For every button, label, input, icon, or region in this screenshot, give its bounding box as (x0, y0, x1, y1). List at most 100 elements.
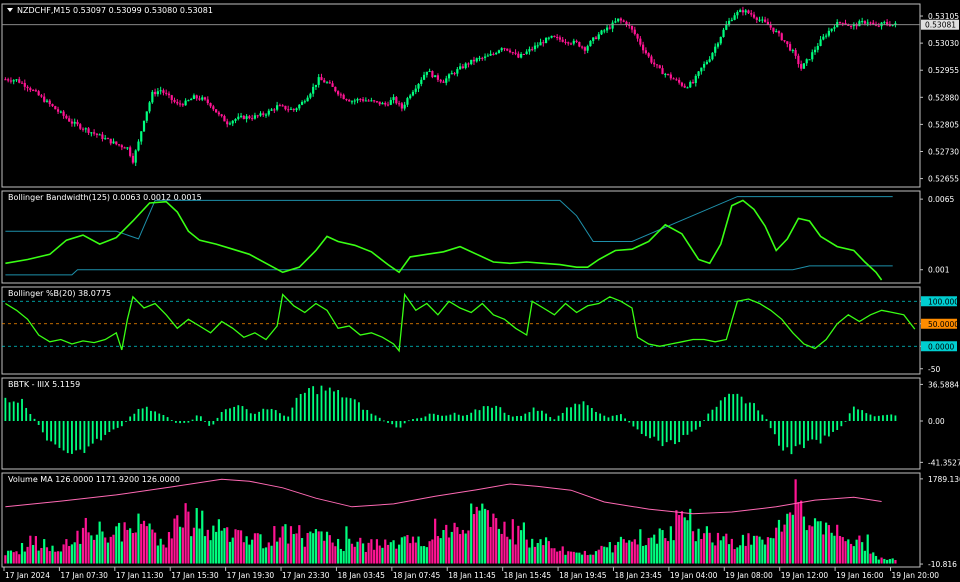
histogram-bar (636, 421, 639, 430)
volume-bar (206, 529, 209, 564)
histogram-bar (607, 417, 610, 421)
candle-body (176, 101, 179, 104)
candle-body (725, 24, 728, 30)
histogram-bar (112, 421, 115, 430)
volume-bar (123, 522, 126, 564)
volume-bar (531, 538, 534, 564)
candle-body (9, 80, 13, 82)
candle-body (109, 138, 112, 144)
volume-bar (719, 540, 722, 564)
histogram-bar (254, 413, 256, 421)
candle-body (769, 25, 772, 28)
histogram-bar (195, 415, 198, 421)
volume-bar (525, 539, 528, 564)
x-tick-label: 17 Jan 07:30 (60, 571, 108, 580)
x-tick-label: 19 Jan 08:00 (725, 571, 773, 580)
volume-bar (361, 543, 365, 564)
candle-body (744, 10, 747, 13)
candle-body (797, 55, 800, 65)
candle-body (678, 79, 681, 83)
volume-bar (251, 539, 254, 564)
candle-body (267, 110, 270, 115)
histogram-bar (657, 421, 660, 441)
candle-body (703, 64, 706, 68)
volume-bar (764, 544, 767, 564)
volume-bar (561, 546, 564, 564)
volume-bar (678, 515, 681, 564)
candle-body (51, 104, 54, 107)
candle-body (323, 80, 326, 83)
candle-body (59, 111, 62, 113)
histogram-bar (653, 421, 656, 437)
volume-bar (550, 548, 553, 564)
candle-body (226, 121, 229, 125)
candle-body (578, 41, 581, 47)
volume-bar (431, 539, 434, 564)
histogram-bar (545, 413, 547, 421)
candle-body (483, 56, 487, 58)
histogram-bar (599, 413, 602, 421)
volume-bar (797, 502, 800, 564)
volume-bar (345, 526, 348, 564)
histogram-bar (278, 413, 281, 421)
candle-body (242, 115, 245, 119)
candle-body (508, 50, 512, 53)
candle-body (481, 57, 484, 59)
histogram-bar (95, 421, 98, 439)
candle-body (317, 77, 320, 85)
volume-bar (317, 531, 320, 564)
histogram-bar (399, 421, 402, 428)
volume-bar (750, 544, 753, 564)
candle-body (345, 99, 348, 101)
candle-body (775, 31, 778, 33)
x-tick-label: 18 Jan 11:45 (448, 571, 496, 580)
histogram-bar (470, 412, 473, 421)
candle-body (361, 99, 365, 101)
volume-bar (73, 542, 76, 564)
candle-body (520, 53, 523, 58)
candle-body (356, 98, 359, 101)
histogram-bar (175, 421, 177, 423)
candle-body (528, 49, 531, 52)
candle-body (7, 79, 10, 81)
candle-body (758, 19, 761, 21)
histogram-bar (362, 409, 364, 421)
candle-body (367, 100, 370, 102)
volume-bar (672, 540, 675, 564)
candle-body (353, 100, 356, 102)
candle-body (802, 63, 806, 69)
histogram-bar (328, 387, 331, 421)
volume-bar (506, 536, 509, 564)
histogram-bar (21, 398, 23, 421)
candle-body (303, 101, 306, 103)
volume-bar (744, 545, 747, 564)
candle-body (683, 85, 686, 88)
candle-body (553, 35, 556, 38)
volume-bar (381, 547, 384, 564)
candle-body (4, 79, 7, 81)
candle-body (156, 91, 159, 95)
histogram-bar (432, 413, 435, 421)
candle-body (531, 49, 534, 51)
volume-bar (9, 550, 13, 564)
candle-body (511, 52, 514, 54)
volume-bar (805, 530, 808, 564)
candle-body (87, 128, 90, 133)
histogram-bar (632, 421, 635, 427)
histogram-bar (549, 417, 552, 421)
candle-body (838, 22, 842, 24)
histogram-bar (861, 410, 864, 421)
candle-body (331, 83, 334, 87)
candle-body (287, 109, 290, 111)
volume-bar (398, 544, 401, 564)
panel-volume: Volume MA 126.0000 1171.9200 126.0000 178… (1, 472, 960, 569)
dropdown-icon[interactable] (7, 8, 13, 12)
volume-bar (858, 535, 861, 564)
histogram-bar (79, 421, 82, 450)
volume-bar (475, 506, 478, 564)
volume-bar (483, 508, 487, 564)
volume-bar (633, 539, 636, 564)
histogram-bar (150, 410, 152, 421)
volume-bar (647, 537, 650, 564)
